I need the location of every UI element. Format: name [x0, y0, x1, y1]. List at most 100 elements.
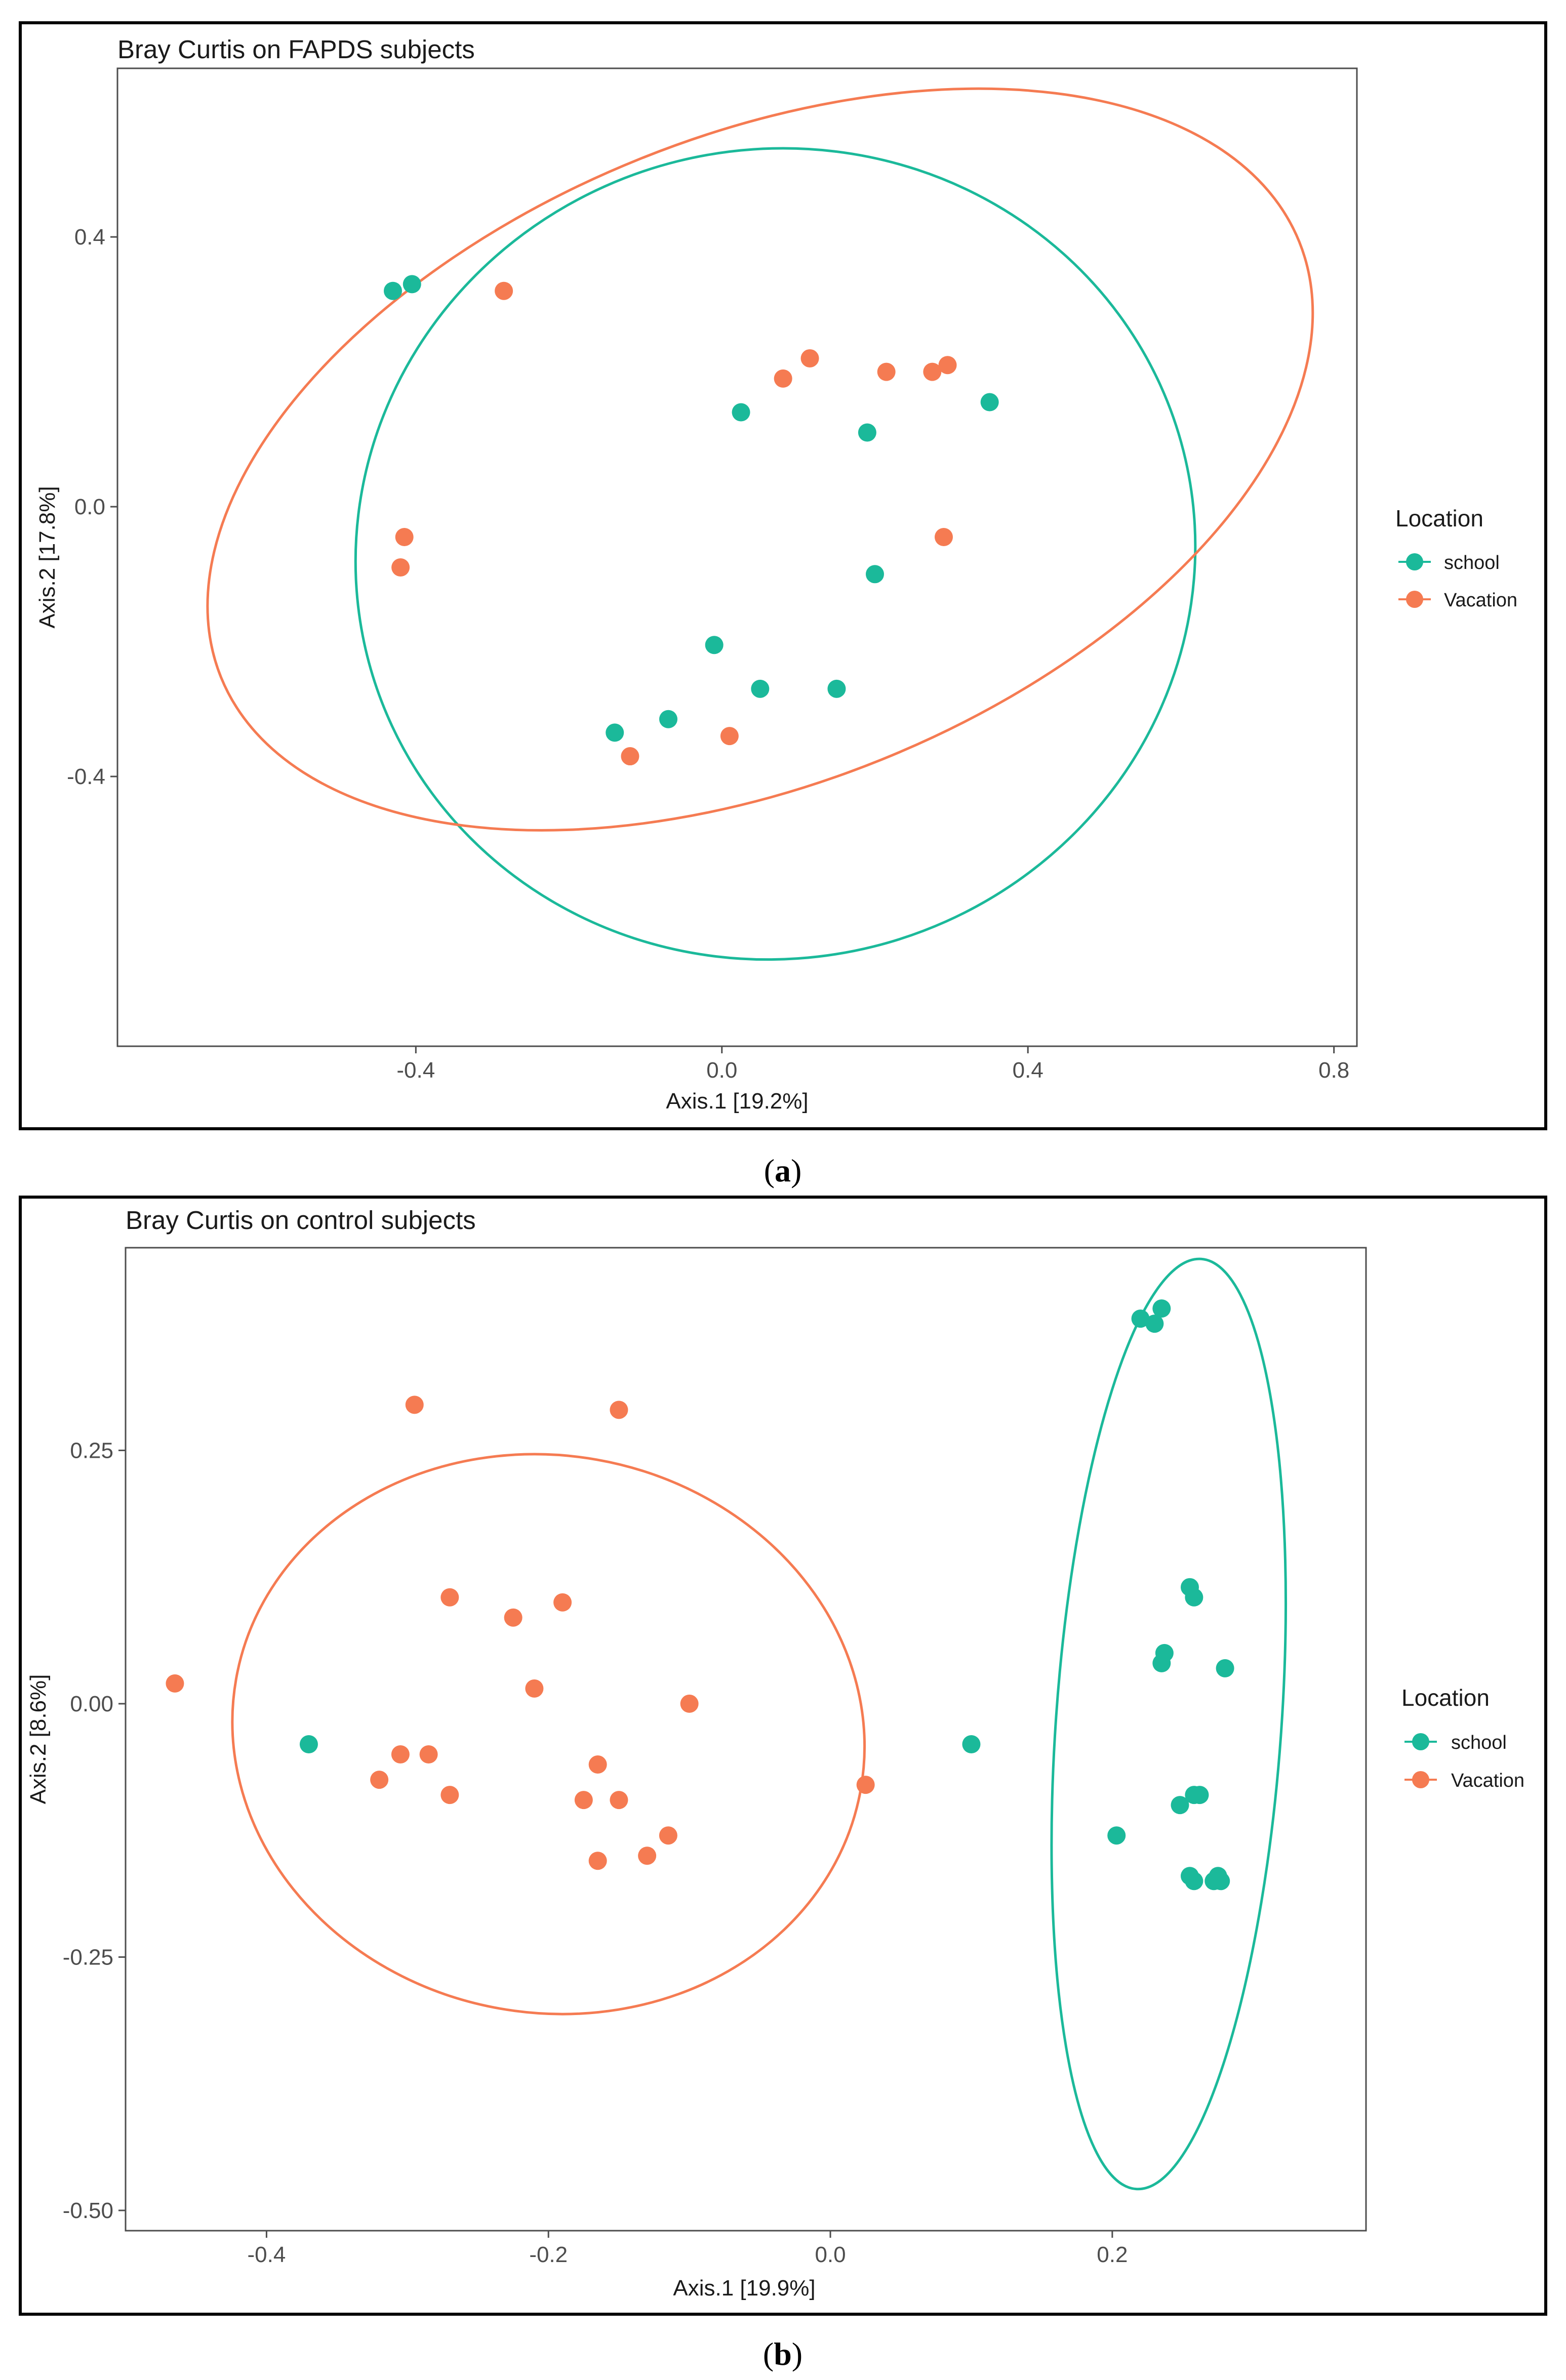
point-vacation: [419, 1745, 438, 1764]
panel-b-legend-title: Location: [1401, 1685, 1490, 1711]
panel-b-caption-letter: b: [774, 2336, 792, 2372]
x-tick-label: 0.0: [815, 2242, 846, 2267]
point-school: [1190, 1786, 1209, 1804]
point-school: [705, 636, 724, 654]
panel-b-caption: (b): [763, 2336, 802, 2372]
point-vacation: [856, 1776, 875, 1794]
point-school: [827, 679, 846, 698]
point-school: [980, 393, 999, 412]
point-vacation: [370, 1771, 389, 1789]
y-tick-label: 0.4: [74, 225, 105, 250]
panel-a-title: Bray Curtis on FAPDS subjects: [117, 35, 475, 64]
point-vacation: [680, 1694, 699, 1713]
panel-b-y-axis-label: Axis.2 [8.6%]: [26, 1674, 51, 1804]
panel-a-x-axis-label: Axis.1 [19.2%]: [666, 1089, 808, 1114]
point-school: [866, 565, 884, 584]
panel-b-y-ticks: -0.50 -0.25 0.00 0.25: [63, 1438, 126, 2223]
point-vacation: [574, 1791, 593, 1810]
panel-a-plot-frame: [116, 67, 1358, 1047]
confidence-ellipse-vacation: [231, 1453, 866, 2016]
panel-a-legend-title: Location: [1395, 505, 1483, 531]
point-vacation: [391, 558, 410, 577]
panel-a-border: [19, 21, 1547, 1130]
point-vacation: [659, 1826, 677, 1845]
point-vacation: [877, 362, 896, 381]
point-vacation: [405, 1396, 424, 1414]
panel-a-legend-key-school: [1406, 553, 1423, 570]
point-school: [1131, 1309, 1150, 1328]
panel-a-caption: (a): [764, 1153, 802, 1188]
panel-a-legend-label-school: school: [1444, 552, 1500, 573]
x-tick-label: 0.4: [1013, 1058, 1043, 1083]
point-vacation: [638, 1846, 657, 1865]
confidence-ellipse-school: [1050, 1257, 1288, 2191]
point-vacation: [610, 1401, 628, 1419]
confidence-ellipse-school: [354, 147, 1197, 961]
panel-a-legend: Location school Vacation: [1395, 505, 1517, 611]
point-vacation: [923, 362, 942, 381]
panel-a-legend-label-vacation: Vacation: [1444, 590, 1517, 611]
point-school: [732, 403, 750, 422]
panel-a-ellipses: [206, 87, 1314, 961]
point-vacation: [391, 1745, 410, 1764]
panel-a-legend-key-vacation: [1406, 591, 1423, 608]
point-school: [403, 275, 421, 294]
panel-b-border: [19, 1196, 1547, 2316]
y-tick-label: 0.25: [70, 1438, 113, 1463]
point-school: [1185, 1588, 1203, 1607]
y-tick-label: 0.0: [74, 495, 105, 519]
y-tick-label: -0.50: [63, 2198, 113, 2223]
point-vacation: [440, 1588, 459, 1607]
point-school: [606, 723, 624, 742]
x-tick-label: 0.8: [1318, 1058, 1349, 1083]
point-vacation: [495, 281, 513, 300]
confidence-ellipse-vacation: [206, 87, 1314, 832]
panel-b: Bray Curtis on control subjects -0.4 -0.2…: [19, 1196, 1547, 2316]
point-school: [1152, 1654, 1171, 1672]
panel-a-caption-letter: a: [775, 1153, 791, 1188]
point-vacation: [938, 356, 957, 375]
panel-b-legend: Location school Vacation: [1401, 1685, 1524, 1791]
panel-b-legend-key-school: [1412, 1733, 1429, 1750]
point-school: [299, 1735, 318, 1754]
y-tick-label: -0.4: [67, 764, 105, 789]
x-tick-label: 0.2: [1097, 2242, 1128, 2267]
point-school: [1152, 1299, 1171, 1318]
panel-b-plot-frame: [125, 1247, 1367, 2232]
point-school: [1216, 1659, 1234, 1677]
point-vacation: [720, 727, 739, 746]
panel-b-x-ticks: -0.4 -0.2 0.0 0.2: [247, 2231, 1128, 2267]
x-tick-label: 0.0: [706, 1058, 737, 1083]
x-tick-label: -0.2: [529, 2242, 568, 2267]
point-school: [1145, 1315, 1164, 1333]
point-vacation: [504, 1608, 523, 1627]
panel-a-x-ticks: -0.4 0.0 0.4 0.8: [396, 1046, 1349, 1083]
panel-b-ellipses: [231, 1257, 1288, 2191]
panel-b-legend-label-vacation: Vacation: [1451, 1770, 1524, 1791]
panel-a-y-ticks: -0.4 0.0 0.4: [67, 225, 117, 789]
point-school: [962, 1735, 981, 1754]
point-vacation: [774, 369, 792, 388]
point-vacation: [588, 1852, 607, 1870]
point-vacation: [621, 747, 639, 766]
point-vacation: [935, 528, 953, 547]
y-tick-label: -0.25: [63, 1945, 113, 1969]
point-school: [858, 423, 876, 442]
panel-a-y-axis-label: Axis.2 [17.8%]: [35, 486, 60, 628]
point-school: [1107, 1826, 1126, 1845]
x-tick-label: -0.4: [247, 2242, 286, 2267]
x-tick-label: -0.4: [396, 1058, 435, 1083]
point-vacation: [525, 1679, 544, 1698]
panel-a-points: [384, 275, 999, 766]
panel-a: Bray Curtis on FAPDS subjects -0.4 0.0 0.4…: [19, 21, 1547, 1130]
y-tick-label: 0.00: [70, 1692, 113, 1716]
panel-b-legend-label-school: school: [1451, 1732, 1507, 1753]
panel-b-title: Bray Curtis on control subjects: [126, 1206, 476, 1235]
panel-b-x-axis-label: Axis.1 [19.9%]: [673, 2276, 815, 2301]
point-vacation: [440, 1786, 459, 1804]
point-school: [1185, 1872, 1203, 1891]
point-school: [659, 710, 677, 728]
point-school: [1171, 1796, 1189, 1815]
panel-b-legend-key-vacation: [1412, 1771, 1429, 1788]
